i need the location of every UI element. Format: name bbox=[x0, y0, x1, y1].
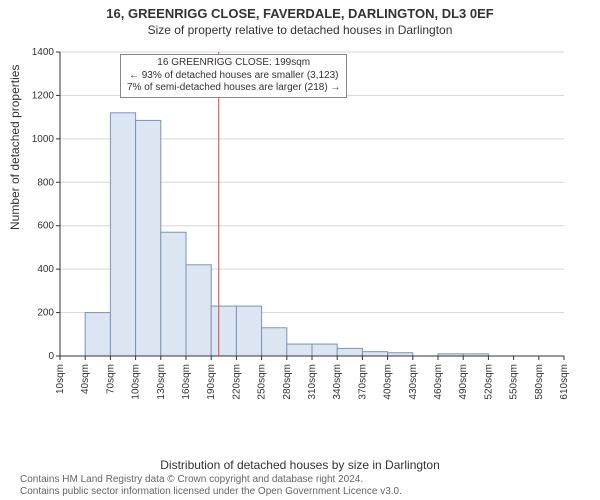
svg-text:1400: 1400 bbox=[32, 47, 55, 58]
svg-text:600: 600 bbox=[37, 221, 54, 232]
annotation-line3: 7% of semi-detached houses are larger (2… bbox=[127, 82, 340, 95]
copyright-line1: Contains HM Land Registry data © Crown c… bbox=[20, 474, 402, 486]
x-axis-label: Distribution of detached houses by size … bbox=[0, 458, 600, 472]
svg-text:490sqm: 490sqm bbox=[458, 364, 469, 400]
svg-text:520sqm: 520sqm bbox=[483, 364, 494, 400]
annotation-line2: ← 93% of detached houses are smaller (3,… bbox=[127, 70, 340, 83]
svg-text:100sqm: 100sqm bbox=[131, 364, 142, 400]
svg-text:460sqm: 460sqm bbox=[433, 364, 444, 400]
svg-text:610sqm: 610sqm bbox=[559, 364, 570, 400]
svg-text:800: 800 bbox=[37, 177, 54, 188]
copyright-line2: Contains public sector information licen… bbox=[20, 486, 402, 498]
svg-text:370sqm: 370sqm bbox=[357, 364, 368, 400]
svg-text:1000: 1000 bbox=[32, 134, 55, 145]
svg-text:250sqm: 250sqm bbox=[257, 364, 268, 400]
svg-text:400sqm: 400sqm bbox=[383, 364, 394, 400]
svg-text:1200: 1200 bbox=[32, 90, 55, 101]
page-subtitle: Size of property relative to detached ho… bbox=[0, 21, 600, 37]
svg-text:430sqm: 430sqm bbox=[408, 364, 419, 400]
svg-text:0: 0 bbox=[48, 351, 54, 362]
svg-text:340sqm: 340sqm bbox=[332, 364, 343, 400]
svg-text:400: 400 bbox=[37, 264, 54, 275]
svg-text:550sqm: 550sqm bbox=[509, 364, 520, 400]
chart-area: 020040060080010001200140010sqm40sqm70sqm… bbox=[60, 46, 570, 416]
property-annotation: 16 GREENRIGG CLOSE: 199sqm ← 93% of deta… bbox=[120, 54, 347, 98]
svg-text:580sqm: 580sqm bbox=[534, 364, 545, 400]
copyright-text: Contains HM Land Registry data © Crown c… bbox=[20, 474, 402, 498]
svg-text:70sqm: 70sqm bbox=[105, 364, 116, 394]
svg-text:220sqm: 220sqm bbox=[231, 364, 242, 400]
svg-text:200: 200 bbox=[37, 308, 54, 319]
annotation-line1: 16 GREENRIGG CLOSE: 199sqm bbox=[127, 57, 340, 70]
svg-text:280sqm: 280sqm bbox=[282, 364, 293, 400]
page-title: 16, GREENRIGG CLOSE, FAVERDALE, DARLINGT… bbox=[0, 0, 600, 21]
histogram-plot: 020040060080010001200140010sqm40sqm70sqm… bbox=[60, 46, 570, 416]
svg-text:130sqm: 130sqm bbox=[156, 364, 167, 400]
svg-text:190sqm: 190sqm bbox=[206, 364, 217, 400]
svg-text:10sqm: 10sqm bbox=[55, 364, 66, 394]
svg-text:160sqm: 160sqm bbox=[181, 364, 192, 400]
svg-text:40sqm: 40sqm bbox=[80, 364, 91, 394]
y-axis-label: Number of detached properties bbox=[8, 65, 22, 230]
svg-text:310sqm: 310sqm bbox=[307, 364, 318, 400]
